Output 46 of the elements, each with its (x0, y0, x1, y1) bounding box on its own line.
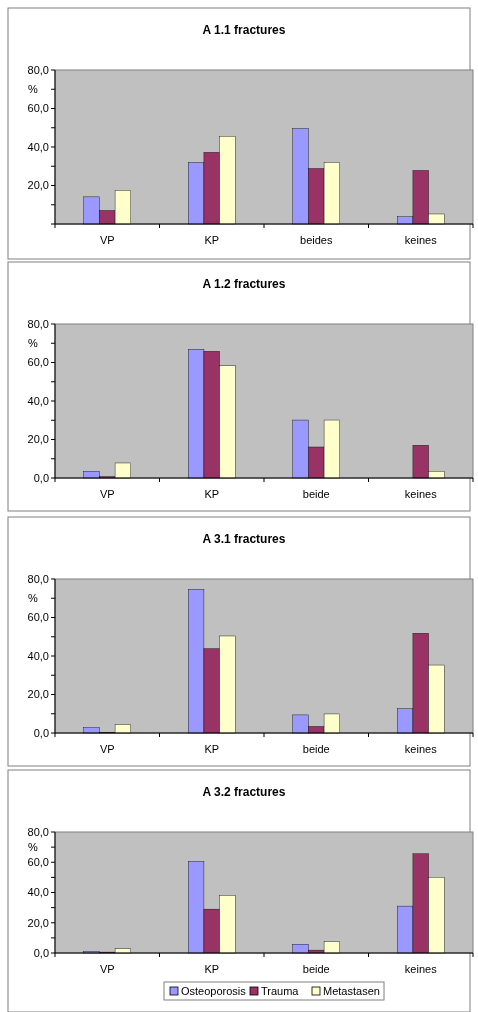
y-tick-label: 60,0 (27, 856, 49, 869)
x-tick-label: keines (404, 963, 438, 975)
y-axis-title: % (28, 83, 39, 96)
y-tick-label: 60,0 (27, 356, 49, 369)
x-tick-label: KP (204, 743, 220, 755)
y-tick-label: 40,0 (27, 394, 49, 407)
y-tick-label: 20,0 (27, 688, 49, 701)
x-tick-label: KP (204, 963, 220, 975)
y-tick-label: 20,0 (27, 179, 49, 192)
chart-title: A 1.2 fractures (202, 277, 286, 291)
y-tick-label: 80,0 (27, 317, 49, 330)
x-tick-label: VP (99, 488, 115, 500)
y-tick-label: 20,0 (27, 433, 49, 446)
x-tick-label: VP (99, 234, 115, 246)
y-tick-label: 20,0 (27, 916, 49, 929)
y-tick-label: 80,0 (27, 572, 49, 585)
x-tick-label: beide (302, 488, 330, 500)
y-tick-label: 80,0 (27, 63, 49, 76)
y-axis-title: % (28, 592, 39, 605)
legend-label: Osteoporosis (181, 984, 247, 997)
y-axis-title: % (28, 337, 39, 350)
x-tick-label: keines (404, 234, 438, 246)
x-tick-label: keines (404, 743, 438, 755)
y-tick-label: 0,0 (33, 946, 49, 959)
y-tick-label: 60,0 (27, 611, 49, 624)
y-tick-label: 40,0 (27, 649, 49, 662)
x-tick-label: beides (300, 234, 333, 246)
y-tick-label: 0,0 (33, 726, 49, 739)
x-tick-label: KP (204, 488, 220, 500)
x-tick-label: VP (99, 743, 115, 755)
y-axis-title: % (28, 840, 39, 853)
y-tick-label: 0,0 (33, 471, 49, 484)
x-tick-label: KP (204, 234, 220, 246)
x-tick-label: VP (99, 963, 115, 975)
chart-title: A 3.2 fractures (202, 785, 286, 799)
x-tick-label: beide (302, 963, 330, 975)
x-tick-label: keines (404, 488, 438, 500)
chart-title: A 3.1 fractures (202, 532, 286, 546)
x-tick-label: beide (302, 743, 330, 755)
legend-label: Metastasen (323, 984, 380, 997)
y-tick-label: 40,0 (27, 140, 49, 153)
y-tick-label: 60,0 (27, 102, 49, 115)
legend-label: Trauma (261, 984, 300, 997)
y-tick-label: 40,0 (27, 886, 49, 899)
y-tick-label: 80,0 (27, 825, 49, 838)
chart-title: A 1.1 fractures (202, 23, 286, 37)
